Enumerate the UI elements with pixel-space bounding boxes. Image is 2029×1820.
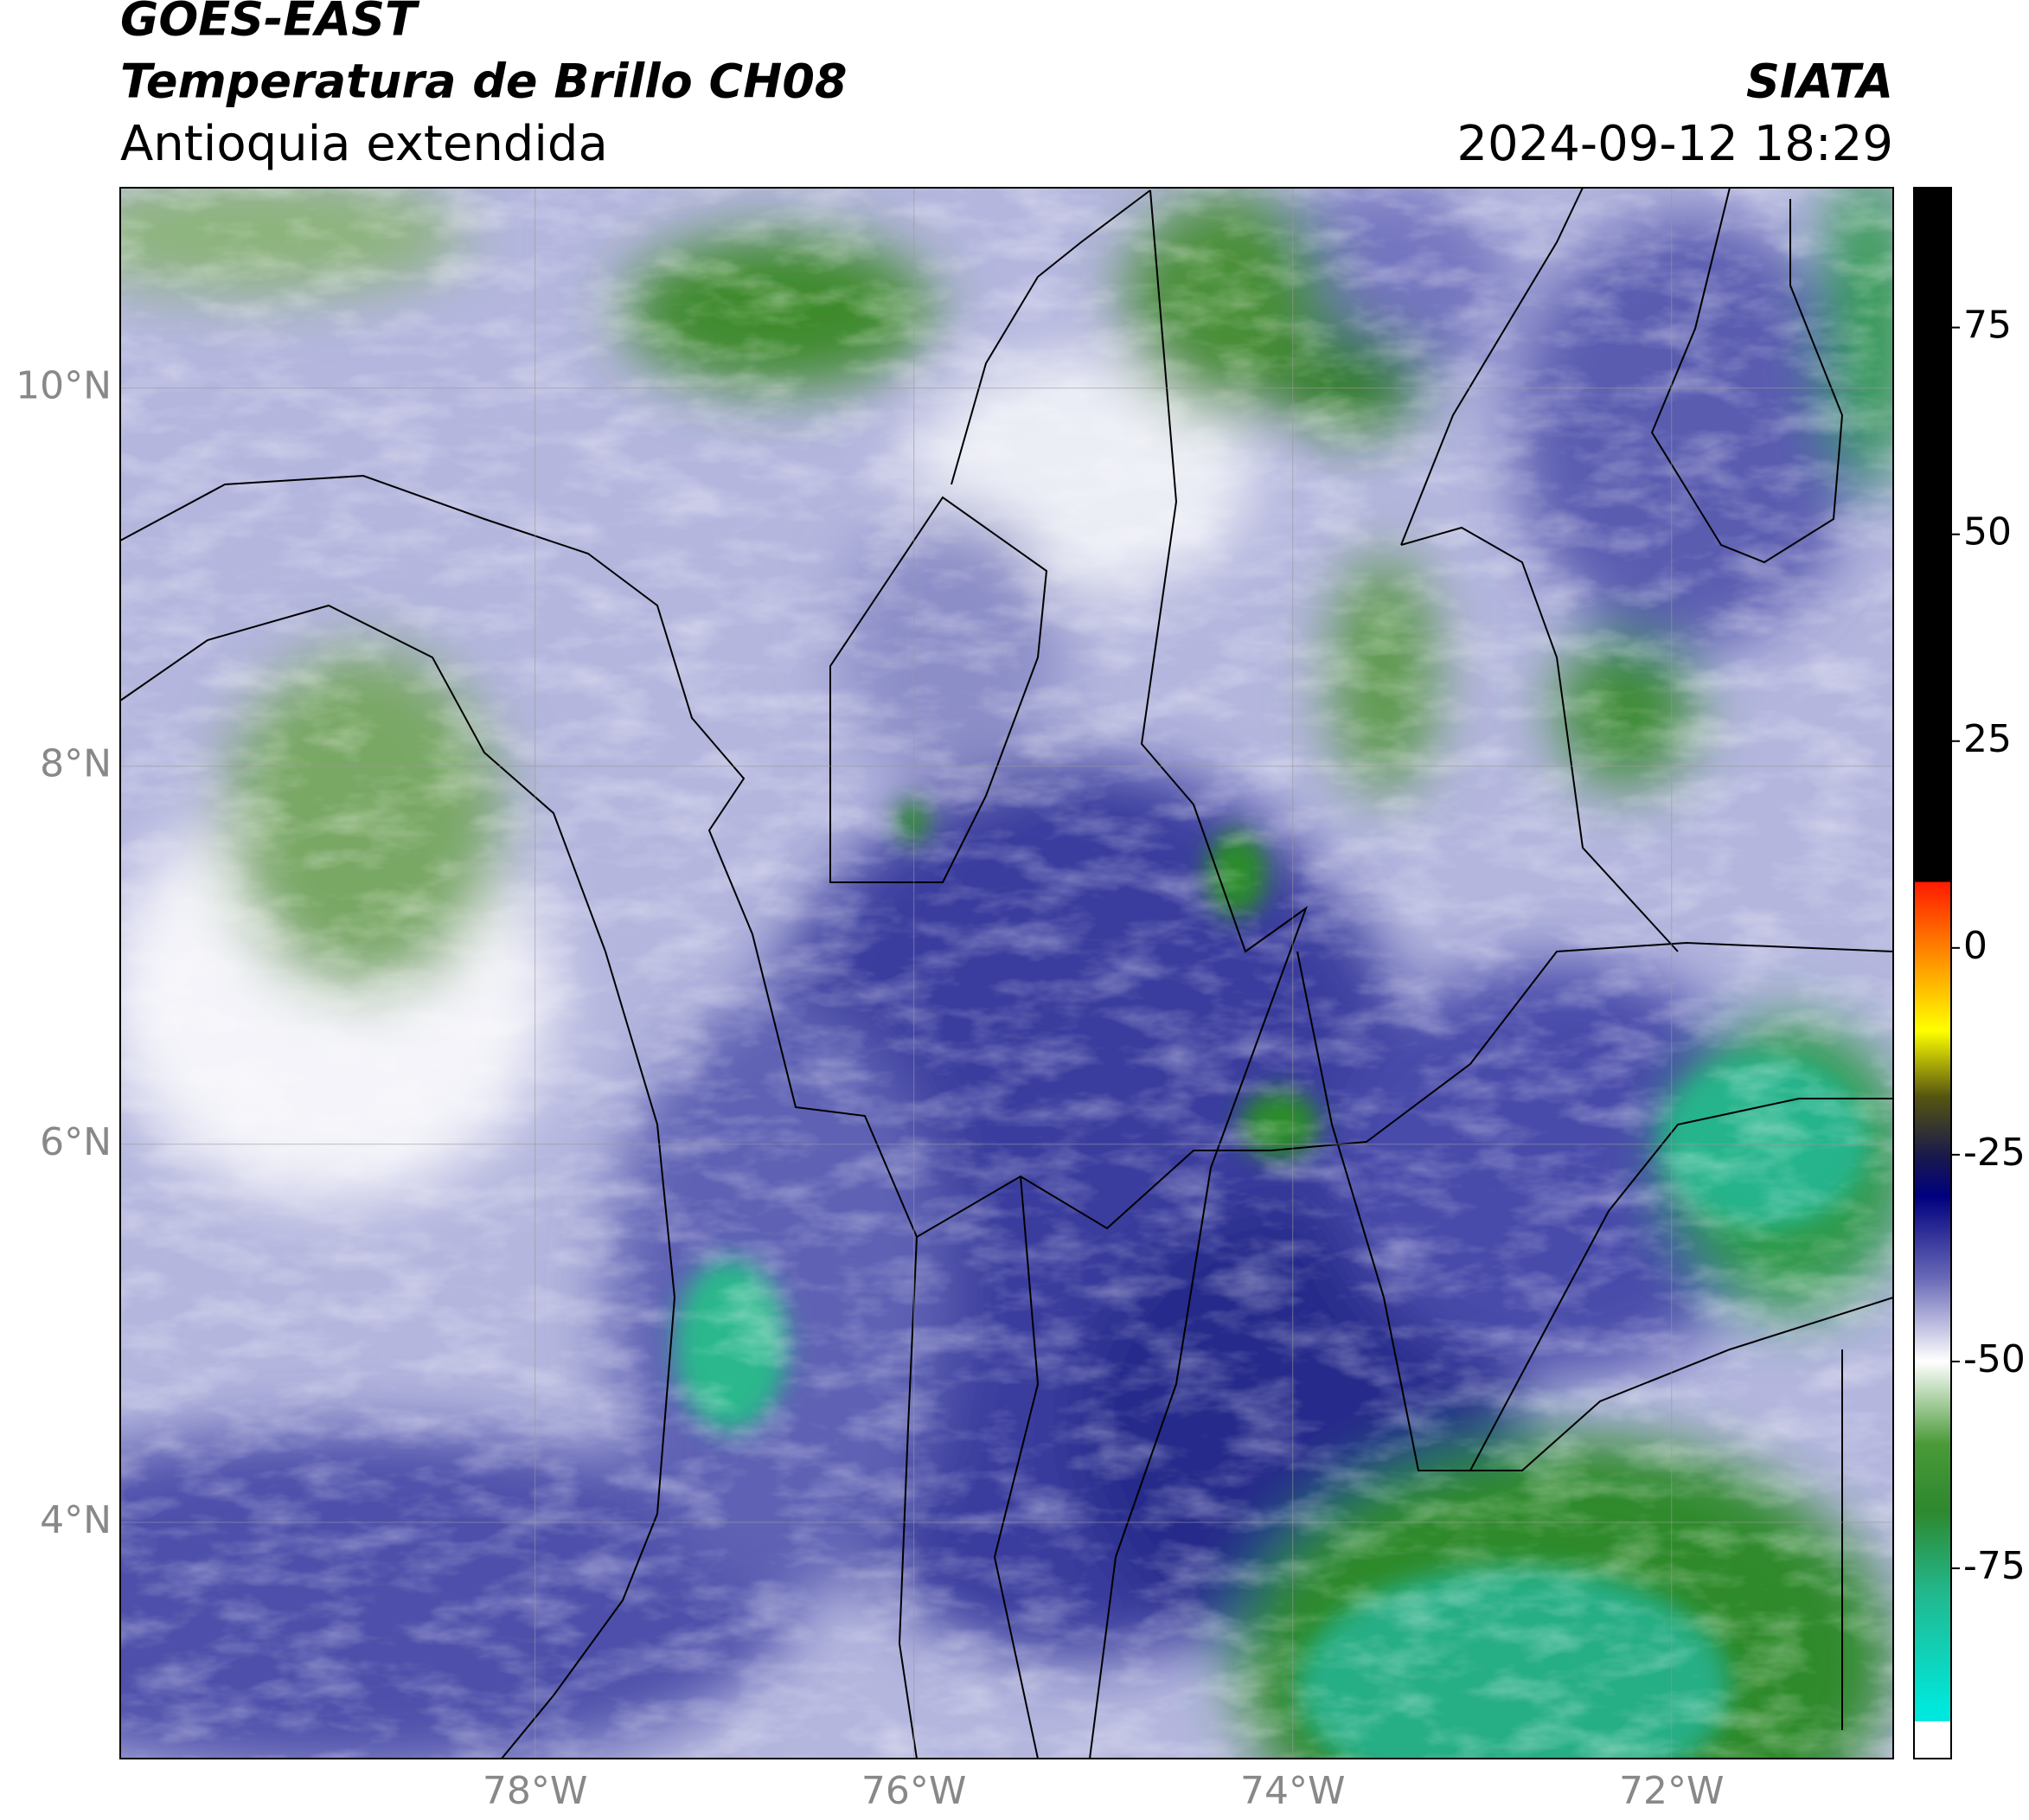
colorbar-tick-label: 50 — [1963, 510, 2012, 554]
y-tick-label: 8°N — [40, 742, 112, 786]
x-tick-label: 74°W — [1240, 1769, 1346, 1813]
subtitle: Temperatura de Brillo CH08 — [120, 54, 848, 109]
y-tick-label: 6°N — [40, 1120, 112, 1164]
colorbar-tick-label: 75 — [1963, 304, 2012, 348]
title: GOES-EAST — [120, 0, 420, 47]
x-tick-label: 76°W — [861, 1769, 967, 1813]
colorbar-tick-label: -50 — [1963, 1337, 2026, 1381]
colorbar-tick-label: -75 — [1963, 1544, 2026, 1588]
datetime: 2024-09-12 18:29 — [1456, 116, 1893, 172]
x-tick-label: 72°W — [1619, 1769, 1725, 1813]
y-tick-label: 10°N — [16, 364, 112, 408]
satellite-image — [120, 188, 1893, 1759]
source: SIATA — [1746, 54, 1893, 109]
colorbar-tick-label: 0 — [1963, 924, 1987, 968]
map-frame — [119, 187, 1894, 1759]
x-tick-label: 78°W — [483, 1769, 588, 1813]
grid — [120, 188, 1893, 1759]
boundaries — [120, 188, 1893, 1759]
colorbar — [1913, 187, 1952, 1759]
colorbar-tick-label: 25 — [1963, 717, 2012, 761]
colorbar-tick-label: -25 — [1963, 1131, 2026, 1175]
region: Antioquia extendida — [120, 116, 608, 172]
y-tick-label: 4°N — [40, 1498, 112, 1542]
